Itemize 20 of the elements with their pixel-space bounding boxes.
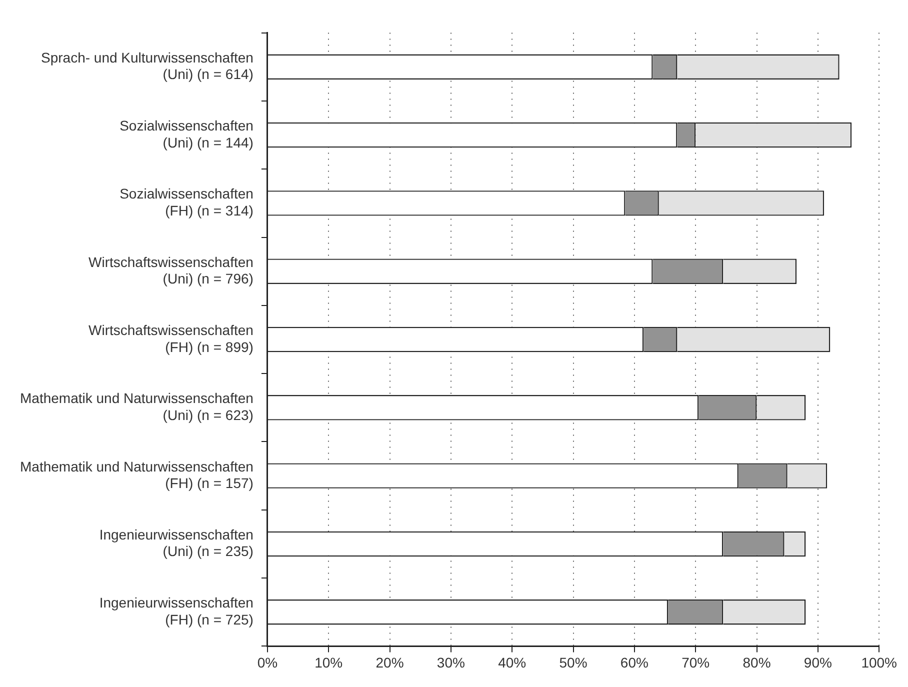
y-tick-label: Wirtschaftswissenschaften (Uni) (n = 796) xyxy=(88,254,254,287)
x-tick-label: 30% xyxy=(436,654,465,670)
x-tick-label: 40% xyxy=(498,654,526,670)
x-tick-label: 20% xyxy=(376,654,404,670)
x-tick-label: 60% xyxy=(620,654,648,670)
x-tick-label: 10% xyxy=(314,654,343,670)
x-tick-label: 50% xyxy=(559,654,588,670)
y-tick-label: Sozialwissenschaften (Uni) (n = 144) xyxy=(120,117,254,150)
x-tick-label: 90% xyxy=(804,654,832,670)
x-tick-label: 100% xyxy=(861,654,898,670)
y-tick-label: Sprach- und Kulturwissenschaften (Uni) (n = 614) xyxy=(40,49,254,82)
x-tick-label: 70% xyxy=(682,654,710,670)
x-tick-label: 0% xyxy=(257,654,278,670)
y-tick-label: Mathematik und Naturwissenschaften (FH) (n = 157) xyxy=(20,458,254,492)
y-tick-label: Sozialwissenschaften (FH) (n = 314) xyxy=(120,186,254,218)
y-tick-label: Mathematik und Naturwissenschaften (Uni) (n = 623) xyxy=(20,390,254,423)
y-tick-label: Ingenieurwissenschaften (Uni) (n = 235) xyxy=(99,526,254,560)
x-tick-label: 80% xyxy=(742,654,771,670)
y-tick-label: Ingenieurwissenschaften (FH) (n = 725) xyxy=(99,594,254,628)
y-tick-label: Wirtschaftswissenschaften (FH) (n = 899) xyxy=(88,322,254,355)
